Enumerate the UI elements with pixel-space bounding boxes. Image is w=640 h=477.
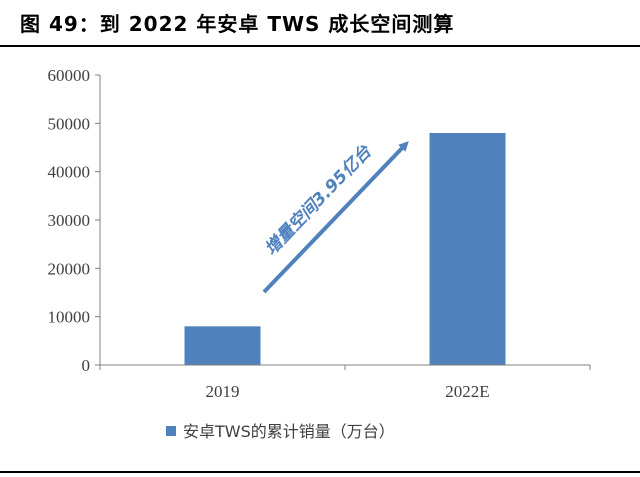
y-tick-label: 20000 <box>48 259 91 278</box>
y-axis: 0 10000 20000 30000 40000 50000 60000 <box>48 66 101 375</box>
growth-annotation-text: 增量空间3.95亿台 <box>261 141 376 259</box>
y-tick-label: 60000 <box>48 66 91 85</box>
y-tick-label: 30000 <box>48 211 91 230</box>
y-tick-label: 0 <box>82 356 91 375</box>
x-axis: 2019 2022E <box>99 364 591 401</box>
y-tick-label: 10000 <box>48 308 91 327</box>
bar-2019 <box>184 326 261 365</box>
legend-swatch <box>166 426 176 436</box>
bar-2022E <box>429 133 506 365</box>
title-divider <box>0 45 640 47</box>
y-tick-label: 50000 <box>48 114 91 133</box>
y-tick-label: 40000 <box>48 163 91 182</box>
growth-annotation: 增量空间3.95亿台 <box>261 141 409 294</box>
bottom-divider <box>0 471 640 473</box>
x-category-label: 2022E <box>445 382 489 401</box>
legend-label: 安卓TWS的累计销量（万台） <box>183 422 395 441</box>
legend: 安卓TWS的累计销量（万台） <box>166 422 395 441</box>
bars <box>184 133 506 365</box>
x-category-label: 2019 <box>206 382 240 401</box>
growth-arrow <box>262 141 409 294</box>
figure-title: 图 49：到 2022 年安卓 TWS 成长空间测算 <box>20 12 455 36</box>
